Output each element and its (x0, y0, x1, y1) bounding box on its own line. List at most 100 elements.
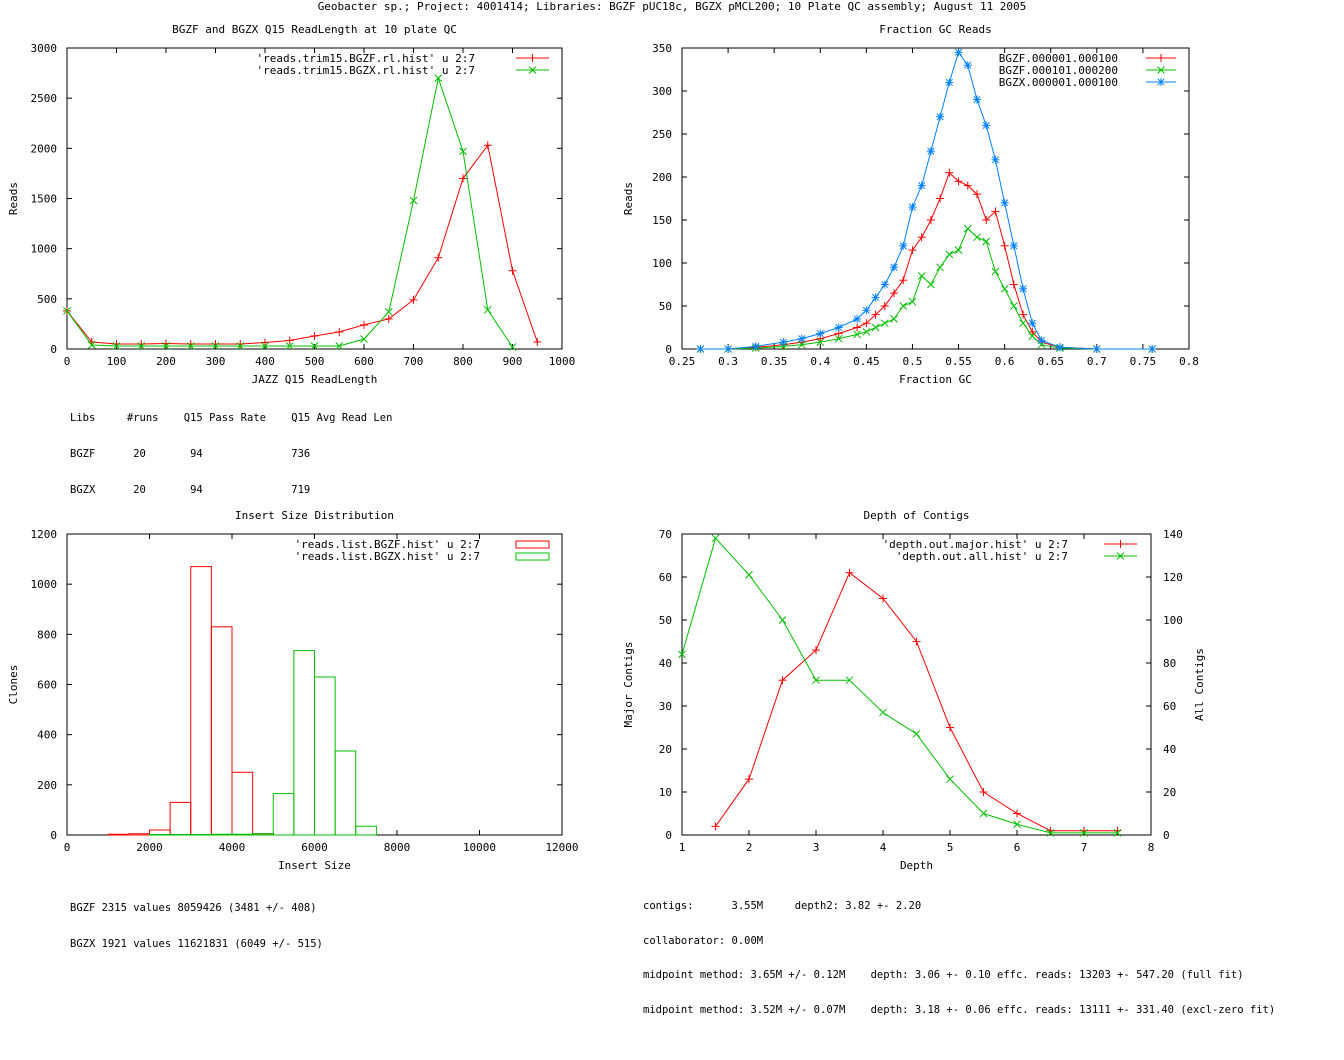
gc-point-1-19-d2 (963, 224, 972, 233)
gc-point-0-7 (853, 323, 862, 332)
insert-ytick-label: 400 (37, 729, 57, 742)
depth-point-1-13-d2 (1113, 828, 1122, 837)
gc-xtick-label: 0.55 (945, 355, 972, 368)
depth-plot-frame (681, 533, 1152, 836)
gc-point-1-16-d2 (936, 263, 944, 272)
gc-point-1-8-d2 (862, 327, 871, 336)
depth-ytick-label: 70 (659, 528, 672, 541)
gc-point-2-30 (1148, 345, 1157, 353)
insert-ytick-label: 800 (37, 628, 57, 641)
gc-point-2-3-d2 (779, 338, 787, 346)
readlength-xtick-label: 0 (64, 355, 71, 368)
gc-point-2-12 (899, 241, 908, 250)
depth-y2tick-label: 80 (1163, 657, 1176, 670)
depth-point-1-6 (879, 708, 887, 717)
readlength-point-1-17-d2 (483, 306, 492, 314)
depth-stats-line-4: midpoint method: 3.52M +/- 0.07M depth: … (643, 1003, 1276, 1016)
depth-y2tick-label: 0 (1163, 829, 1170, 842)
insert-ytick-label: 600 (37, 679, 57, 692)
gc-point-1-17 (945, 250, 954, 259)
gc-xtick-label: 0.7 (1087, 355, 1107, 368)
readlength-xtick-label: 600 (354, 355, 374, 368)
depth-point-1-10 (1013, 820, 1021, 829)
gc-point-2-14-d2 (918, 182, 926, 190)
readlength-point-0-15 (434, 253, 443, 262)
gc-point-1-12-d2 (899, 302, 908, 310)
gc-point-1-20 (973, 233, 981, 242)
insert-xtick-label: 12000 (545, 841, 578, 854)
gc-series-line-2 (700, 51, 1153, 350)
insert-bar-1-6 (272, 793, 295, 836)
depth-y2tick-label: 100 (1163, 614, 1183, 627)
insert-bar-0-3 (169, 801, 192, 836)
readlength-xlabel: JAZZ Q15 ReadLength (252, 373, 378, 386)
depth-ytick-label: 30 (659, 700, 672, 713)
gc-xtick-label: 0.25 (669, 355, 696, 368)
readlength-point-1-11 (335, 342, 344, 350)
gc-point-0-19 (963, 181, 972, 190)
gc-point-1-12 (899, 302, 908, 310)
gc-point-1-7-d2 (853, 330, 861, 339)
gc-point-2-5-d2 (816, 329, 824, 338)
depth-point-1-3-d2 (778, 616, 787, 624)
insert-bar-1-0 (149, 833, 171, 836)
gc-point-2-28-d2 (1056, 343, 1064, 351)
readlength-point-0-7 (236, 339, 245, 348)
gc-point-2-25 (1019, 284, 1028, 293)
gc-point-2-0-d2 (696, 345, 704, 353)
gc-point-2-21 (982, 121, 991, 130)
gc-point-2-9-d2 (872, 293, 880, 301)
depth-point-1-13 (1113, 828, 1122, 837)
readlength-point-1-0-d2 (63, 307, 71, 315)
gc-legend-label-1: BGZF.000101.000200 (999, 64, 1118, 77)
depth-point-1-1 (711, 534, 720, 543)
readlength-legend-label-1: 'reads.trim15.BGZX.rl.hist' u 2:7 (256, 64, 475, 77)
gc-point-2-24 (1009, 241, 1018, 250)
depth-legend-label-0: 'depth.out.major.hist' u 2:7 (883, 538, 1068, 551)
gc-point-2-22 (991, 155, 1000, 164)
readlength-point-1-10 (310, 342, 319, 350)
depth-point-1-7-d2 (912, 730, 921, 738)
gc-point-1-15-d2 (927, 280, 935, 289)
gc-point-2-2 (751, 342, 760, 351)
readlength-ylabel: Reads (7, 182, 20, 215)
insert-bar-1-7 (293, 650, 315, 836)
insert-ytick-label: 1000 (31, 578, 58, 591)
depth-point-1-9-d2 (979, 809, 988, 818)
insert-legend-label-0: 'reads.list.BGZF.hist' u 2:7 (295, 538, 480, 551)
insert-xlabel: Insert Size (278, 859, 351, 872)
gc-point-2-4 (797, 334, 806, 343)
depth-title: Depth of Contigs (864, 509, 970, 522)
gc-legend-marker-2 (1157, 78, 1165, 86)
insert-xtick-label: 2000 (136, 841, 163, 854)
readlength-ytick-label: 3000 (31, 42, 58, 55)
gc-point-2-18 (954, 48, 963, 57)
gc-point-2-29 (1092, 345, 1101, 353)
gc-xtick-label: 0.65 (1037, 355, 1064, 368)
gc-point-0-22 (991, 207, 1000, 216)
depth-y2tick-label: 40 (1163, 743, 1176, 756)
readlength-point-1-15 (434, 74, 443, 82)
gc-point-0-13 (908, 246, 917, 255)
depth-ytick-label: 40 (659, 657, 672, 670)
readlength-series-line-1 (66, 76, 513, 348)
readlength-point-1-10-d2 (310, 342, 319, 350)
depth-xtick-label: 1 (679, 841, 686, 854)
gc-point-1-8 (862, 327, 871, 336)
readlength-point-1-18-d2 (508, 343, 517, 351)
readlength-xtick-label: 1000 (549, 355, 576, 368)
gc-point-1-13 (908, 297, 917, 306)
depth-legend-marker-1-d2 (1116, 552, 1125, 560)
depth-point-0-4 (845, 568, 854, 577)
gc-point-1-5 (816, 338, 825, 346)
gc-point-1-6-d2 (834, 334, 843, 343)
gc-xtick-label: 0.3 (718, 355, 738, 368)
gc-point-0-23 (1000, 241, 1009, 250)
gc-point-1-20-d2 (973, 233, 981, 242)
gc-ytick-label: 0 (665, 343, 672, 356)
gc-point-1-23 (1000, 284, 1009, 293)
readlength-point-0-5 (186, 339, 195, 348)
readlength-point-1-4-d2 (162, 342, 170, 350)
insert-bar-1-5 (252, 833, 274, 836)
gc-point-0-15 (926, 216, 935, 224)
